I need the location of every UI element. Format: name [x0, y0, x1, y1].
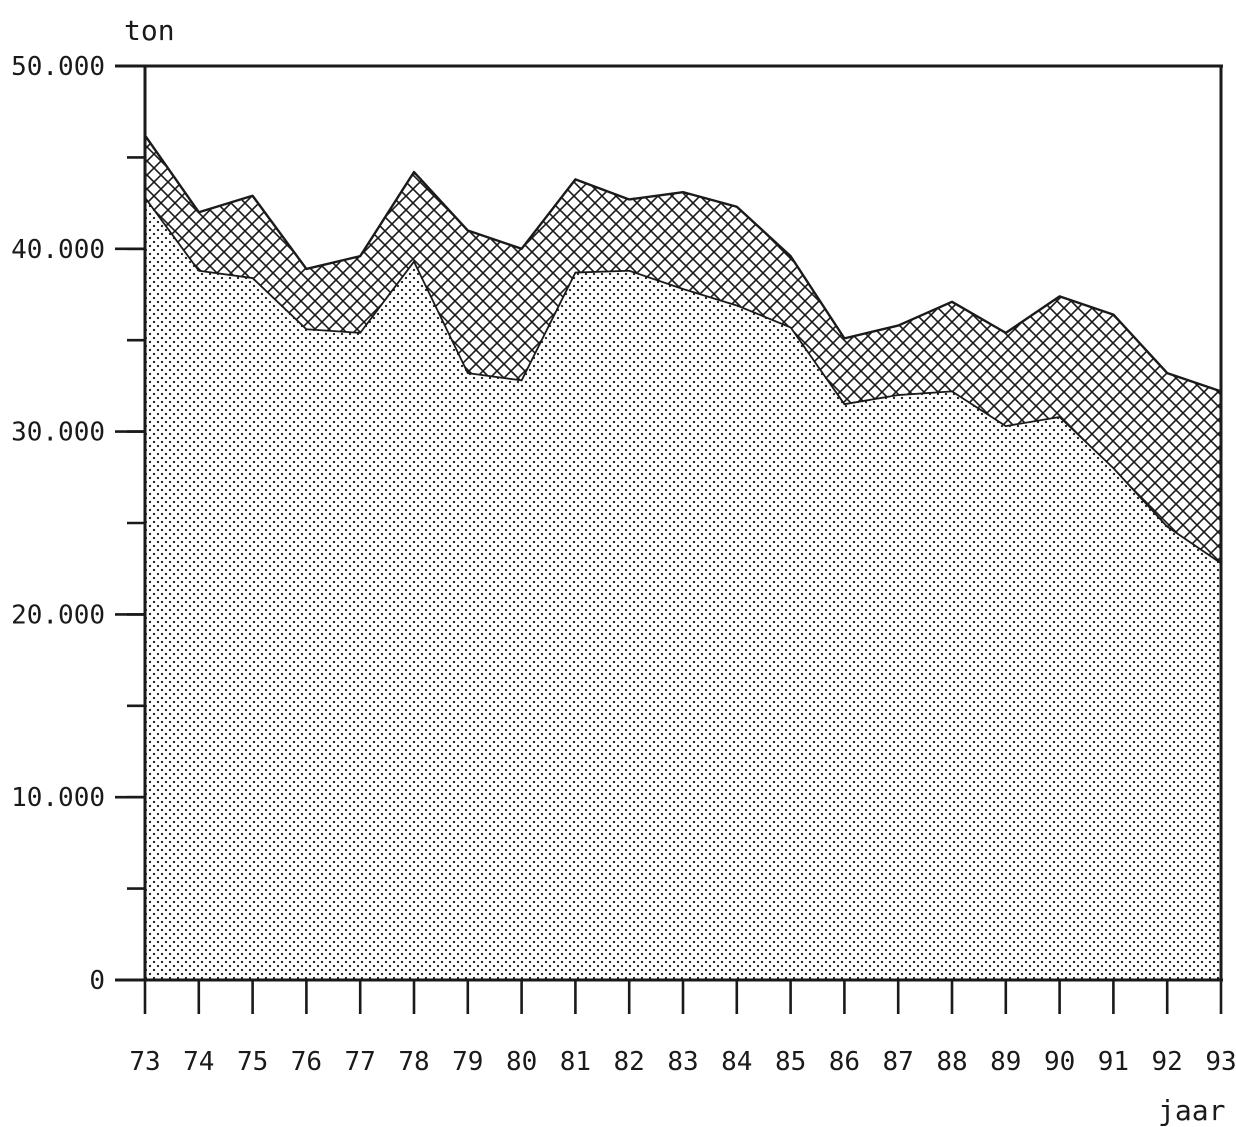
y-tick-label: 0: [89, 966, 105, 996]
x-tick-label: 83: [667, 1047, 698, 1077]
x-tick-label: 93: [1205, 1047, 1236, 1077]
x-tick-label: 90: [1044, 1047, 1075, 1077]
x-tick-label: 78: [398, 1047, 429, 1077]
y-axis-label: ton: [124, 14, 175, 47]
y-tick-label: 30.000: [11, 418, 105, 448]
x-tick-label: 73: [129, 1047, 160, 1077]
x-tick-label: 91: [1098, 1047, 1129, 1077]
area-crosshatch: [145, 135, 1221, 564]
y-tick-label: 50.000: [11, 52, 105, 82]
y-tick-label: 10.000: [11, 783, 105, 813]
x-tick-label: 75: [237, 1047, 268, 1077]
x-tick-label: 84: [721, 1047, 752, 1077]
x-tick-label: 74: [183, 1047, 214, 1077]
upper-series-line: [144, 134, 1222, 393]
x-tick-label: 88: [936, 1047, 967, 1077]
x-tick-label: 87: [883, 1047, 914, 1077]
area-layers: [144, 134, 1222, 981]
x-tick-label: 89: [990, 1047, 1021, 1077]
x-tick-label: 81: [560, 1047, 591, 1077]
x-tick-label: 82: [614, 1047, 645, 1077]
x-tick-label: 76: [291, 1047, 322, 1077]
x-tick-label: 77: [345, 1047, 376, 1077]
x-tick-label: 79: [452, 1047, 483, 1077]
x-tick-label: 86: [829, 1047, 860, 1077]
x-axis: 73 74 75 76 77 78 79 80 81 82 83 84 85 86 87 88 89 90 91 92…: [129, 980, 1236, 1077]
area-dotted: [145, 197, 1221, 981]
y-tick-label: 40.000: [11, 235, 105, 265]
y-tick-label: 20.000: [11, 600, 105, 630]
x-tick-label: 85: [775, 1047, 806, 1077]
x-axis-label: jaar: [1158, 1094, 1225, 1127]
x-tick-label: 92: [1152, 1047, 1183, 1077]
x-tick-label: 80: [506, 1047, 537, 1077]
lower-series-line: [144, 197, 1222, 564]
y-axis: 0 10.000 20.000 30.000 40.000 50.000: [11, 52, 145, 996]
